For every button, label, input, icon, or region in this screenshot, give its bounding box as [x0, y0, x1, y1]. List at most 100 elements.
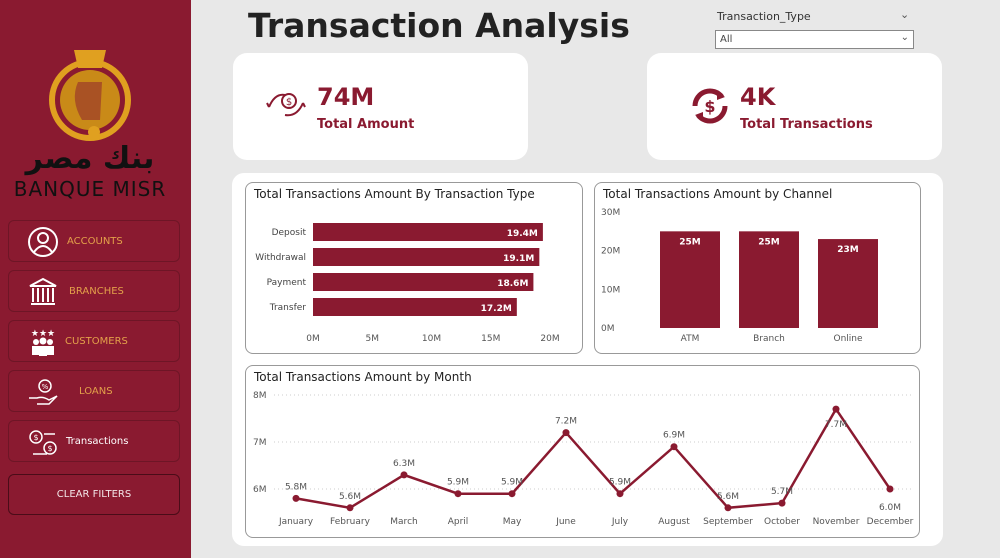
channel-column-chart: 0M 10M 20M 30M 25M ATM 25M Branch 23M Online — [601, 208, 878, 344]
svg-text:$: $ — [33, 433, 38, 442]
data-point — [562, 429, 570, 437]
category-label: Withdrawal — [255, 253, 306, 263]
y-tick-label: 20M — [601, 247, 620, 257]
type-bar-chart: 0M 5M 10M 15M 20M Deposit 19.4M Withdrawal 19.1M… — [255, 223, 560, 344]
sidebar: بنك مصر BANQUE MISR ACCOUNTS BRANCHES ★★… — [0, 0, 191, 558]
nav-transactions-button[interactable]: $ $ Transactions — [8, 420, 180, 462]
data-point — [724, 504, 732, 512]
svg-text:$: $ — [286, 97, 292, 108]
kpi-total-amount-label: Total Amount — [317, 117, 415, 132]
logo-arabic: بنك مصر — [24, 141, 155, 176]
customers-stars-icon: ★★★ — [31, 329, 55, 356]
category-label: Online — [833, 334, 862, 344]
category-label: February — [330, 517, 371, 527]
clear-filters-button[interactable]: CLEAR FILTERS — [8, 474, 180, 515]
loan-hand-icon: % — [29, 379, 58, 405]
currency-cycle-icon: $ — [692, 88, 728, 124]
data-label: 5.8M — [285, 482, 307, 492]
x-tick-label: 10M — [422, 334, 441, 344]
data-label: 6.9M — [663, 431, 685, 441]
data-label: 6.3M — [393, 459, 415, 469]
slicer-collapse-icon[interactable]: ⌄ — [900, 8, 910, 21]
bar — [818, 239, 878, 328]
bar — [313, 273, 534, 291]
data-label: 5.6M — [717, 492, 739, 502]
nav-customers-label: CUSTOMERS — [65, 335, 128, 347]
bar — [313, 248, 540, 266]
page-title: Transaction Analysis — [248, 6, 630, 45]
data-point — [292, 494, 300, 502]
bar — [739, 231, 799, 328]
data-point — [778, 499, 786, 507]
month-chart-card: Total Transactions Amount by Month 6M 7M 8… — [245, 365, 920, 538]
money-transfer-icon: $ — [266, 93, 306, 117]
y-tick-label: 0M — [601, 324, 615, 334]
nav-loans-label: LOANS — [79, 385, 113, 397]
kpi-total-transactions-value: 4K — [740, 83, 776, 111]
kpi-total-transactions: $ 4K Total Transactions — [647, 53, 942, 160]
y-tick-label: 7M — [253, 438, 267, 448]
data-point — [670, 443, 678, 451]
nav-loans-button[interactable]: % LOANS — [8, 370, 180, 412]
nav-accounts-label: ACCOUNTS — [67, 235, 123, 247]
category-label: June — [555, 517, 576, 527]
slicer-label: Transaction_Type — [717, 10, 811, 23]
data-point — [346, 504, 354, 512]
channel-chart-title: Total Transactions Amount by Channel — [603, 187, 833, 201]
svg-text:$: $ — [47, 444, 52, 453]
month-line-chart: 6M 7M 8M 5.8M January 5.6M February 6.3M March 5.… — [253, 391, 914, 527]
data-label: 5.7M — [771, 487, 793, 497]
data-label: 5.6M — [339, 492, 361, 502]
y-tick-label: 6M — [253, 485, 267, 495]
data-point — [886, 485, 894, 493]
category-label: May — [503, 517, 522, 527]
data-label: 7.7M — [825, 420, 847, 430]
category-label: Branch — [753, 334, 785, 344]
type-chart-card: Total Transactions Amount By Transaction… — [245, 182, 583, 354]
x-tick-label: 5M — [366, 334, 380, 344]
banque-misr-logo: بنك مصر BANQUE MISR — [14, 50, 166, 200]
data-label: 19.1M — [503, 254, 534, 264]
nav-transactions-label: Transactions — [66, 435, 129, 447]
bar — [660, 231, 720, 328]
channel-chart-card: Total Transactions Amount by Channel 0M 1… — [594, 182, 921, 354]
transaction-type-dropdown[interactable]: All ⌄ — [715, 30, 914, 49]
y-tick-label: 8M — [253, 391, 267, 401]
data-point — [508, 490, 516, 498]
category-label: Deposit — [272, 228, 307, 238]
nav-branches-button[interactable]: BRANCHES — [8, 270, 180, 312]
user-circle-icon — [28, 227, 58, 257]
category-label: September — [703, 517, 753, 527]
svg-text:%: % — [42, 383, 49, 391]
data-label: 18.6M — [497, 279, 528, 289]
logo-latin: BANQUE MISR — [14, 177, 166, 200]
svg-text:★★★: ★★★ — [31, 329, 55, 339]
y-tick-label: 10M — [601, 285, 620, 295]
nav-accounts-button[interactable]: ACCOUNTS — [8, 220, 180, 262]
nav-customers-button[interactable]: ★★★ CUSTOMERS — [8, 320, 180, 362]
category-label: December — [867, 517, 914, 527]
data-point — [454, 490, 462, 498]
kpi-total-amount: $ 74M Total Amount — [233, 53, 528, 160]
x-tick-label: 15M — [481, 334, 500, 344]
category-label: November — [813, 517, 860, 527]
svg-text:$: $ — [704, 97, 715, 116]
money-exchange-icon: $$ — [29, 430, 57, 455]
data-label: 19.4M — [507, 229, 538, 239]
kpi-total-amount-value: 74M — [317, 83, 375, 111]
x-tick-label: 0M — [306, 334, 320, 344]
category-label: July — [611, 517, 629, 527]
data-label: 25M — [758, 237, 780, 247]
nav-branches-label: BRANCHES — [69, 285, 124, 297]
slicer-value: All — [720, 34, 733, 45]
data-label: 25M — [679, 237, 701, 247]
category-label: March — [390, 517, 417, 527]
bar — [313, 223, 543, 241]
series-line — [295, 406, 892, 510]
data-label: 6.0M — [879, 503, 901, 513]
data-label: 5.9M — [609, 478, 631, 488]
month-chart-title: Total Transactions Amount by Month — [254, 370, 472, 384]
bar — [313, 298, 517, 316]
bank-building-icon — [29, 277, 57, 305]
kpi-total-transactions-label: Total Transactions — [740, 117, 873, 132]
